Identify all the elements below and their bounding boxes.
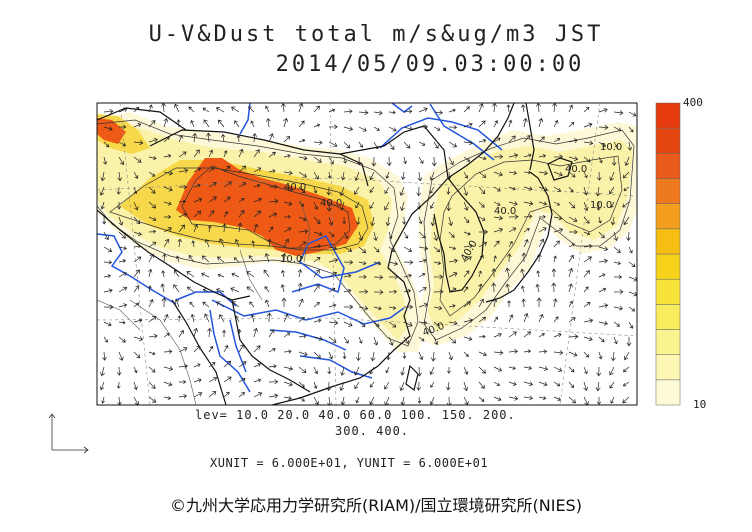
coast-russia-far-east <box>447 103 515 179</box>
dust-high-west <box>97 118 126 144</box>
chart-title: U-V&Dust total m/s&ug/m3 JST <box>148 22 604 47</box>
colorbar <box>655 102 681 406</box>
colorbar-swatch <box>655 102 681 129</box>
coast-hokkaido <box>547 157 573 181</box>
river-huanghe <box>291 235 381 294</box>
reference-vector-y <box>48 413 56 450</box>
colorbar-max-label: 400 <box>683 96 703 109</box>
coast-japan-main <box>513 171 553 291</box>
dust-contours <box>97 119 635 347</box>
coast-sakhalin <box>525 103 535 171</box>
vector-units: XUNIT = 6.000E+01, YUNIT = 6.000E+01 <box>210 456 489 470</box>
river-brahmaputra <box>175 291 237 307</box>
river-ganges <box>97 233 177 305</box>
border-kazakh <box>97 107 187 131</box>
colorbar-swatch <box>655 253 681 280</box>
contour-label: 40.0 <box>284 182 306 193</box>
reference-vector <box>48 413 89 454</box>
graticule <box>97 103 637 405</box>
colorbar-swatch <box>655 304 681 330</box>
contour-label: 40.0 <box>565 164 587 175</box>
colorbar-swatch <box>655 203 681 230</box>
map-frame <box>96 102 638 406</box>
wind-arrows <box>99 103 637 405</box>
colorbar-swatch <box>655 278 681 305</box>
reference-vector-x <box>52 446 89 454</box>
colorbar-swatch <box>655 329 681 355</box>
contour-label: 40.0 <box>320 198 342 209</box>
coast-china-korea <box>271 177 449 405</box>
contour-label: 10.0 <box>280 254 302 265</box>
colorbar-swatch <box>655 178 681 204</box>
dust-low-east <box>428 140 633 332</box>
river-pearl <box>299 355 373 379</box>
colorbar-swatch <box>655 153 681 179</box>
border-himalaya <box>97 209 251 301</box>
contour-levels-line-2: 300. 400. <box>335 424 410 438</box>
coast-japan-south <box>485 289 515 303</box>
chart-timestamp: 2014/05/09.03:00:00 <box>275 52 585 77</box>
credit-line: ©九州大学応用力学研究所(RIAM)/国立環境研究所(NIES) <box>170 496 582 515</box>
river-yenisei <box>239 103 251 135</box>
colorbar-min-label: 10 <box>693 398 707 411</box>
colorbar-swatch <box>655 228 681 255</box>
border-mongolia <box>149 129 369 187</box>
colorbar-swatch <box>655 354 681 381</box>
contour-label: 10.0 <box>600 142 622 153</box>
internal-boundaries <box>97 199 311 405</box>
river-mekong <box>209 309 251 393</box>
border-south <box>231 299 311 393</box>
coast-taiwan <box>405 364 419 392</box>
dust-high-core <box>176 158 358 256</box>
contour-label: 40.0 <box>494 206 516 217</box>
river-yangtze <box>211 299 405 325</box>
contour-levels-line-1: lev= 10.0 20.0 40.0 60.0 100. 150. 200. <box>195 408 516 422</box>
coast-korea <box>433 177 485 293</box>
colorbar-swatch <box>655 379 681 406</box>
coastlines-borders <box>97 103 573 405</box>
wind-vectors <box>99 103 637 405</box>
contour-label: 10.0 <box>590 200 612 211</box>
colorbar-swatch <box>655 127 681 154</box>
border-china-north <box>339 125 449 179</box>
river-salween <box>229 319 247 373</box>
